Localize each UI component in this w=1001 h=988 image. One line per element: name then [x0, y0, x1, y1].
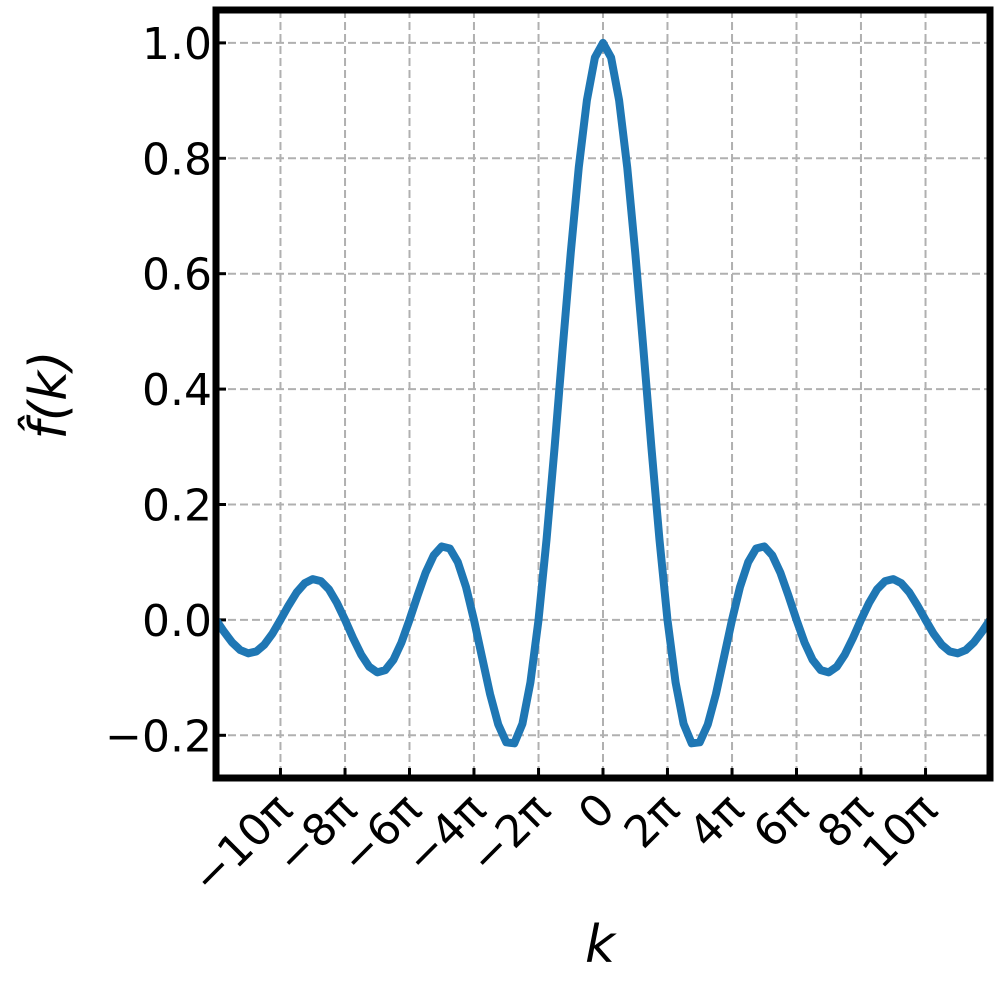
y-tick-label: 0.4: [142, 365, 212, 416]
line-series: [216, 38, 990, 748]
x-tick-label: 0: [569, 784, 625, 840]
y-tick-label: 0.8: [142, 134, 212, 185]
x-tick-label: 6π: [744, 784, 819, 859]
y-tick-label: 0.6: [142, 250, 212, 301]
y-tick-label: 1.0: [142, 19, 212, 70]
y-tick-label: −0.2: [105, 711, 212, 762]
x-tick-label: 10π: [853, 784, 947, 878]
x-axis-label: k: [585, 915, 617, 975]
x-tick-label: 2π: [615, 784, 690, 859]
x-tick-label: 4π: [679, 784, 754, 859]
y-axis-label: f̂(k): [18, 351, 79, 440]
y-tick-label: 0.0: [142, 596, 212, 647]
y-tick-label: 0.2: [142, 480, 212, 531]
plot-frame: [212, 6, 994, 782]
